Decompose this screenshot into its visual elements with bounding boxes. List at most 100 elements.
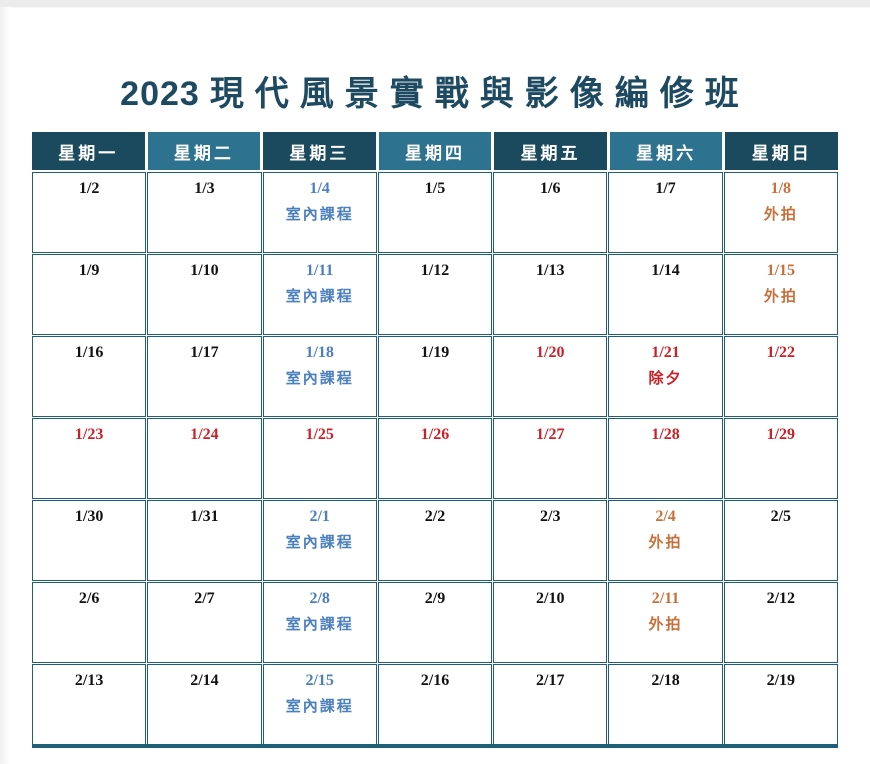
- date-label: 1/19: [420, 344, 450, 361]
- date-label: 1/26: [420, 426, 450, 443]
- title-name: 現代風景實戰與影像編修班: [209, 75, 750, 113]
- date-label: 2/5: [770, 508, 792, 525]
- calendar-cell: 1/4 室內課程: [262, 172, 377, 253]
- event-label: 室內課程: [285, 698, 354, 715]
- calendar-cell: 1/6: [493, 172, 608, 253]
- date-label: 2/18: [651, 672, 680, 689]
- calendar-body: 1/2 1/3 1/4 室內課程 1/5 1/6 1/7 1/8 外拍 1/9 1/10 1/11 室內…: [32, 172, 838, 745]
- date-label: 1/14: [651, 262, 680, 279]
- calendar-cell: 2/8 室內課程: [262, 582, 377, 663]
- date-label: 1/15: [766, 262, 796, 279]
- date-label: 1/22: [766, 344, 796, 361]
- date-label: 2/16: [420, 672, 450, 689]
- date-label: 1/27: [536, 426, 565, 443]
- calendar-cell: 2/1 室內課程: [262, 500, 377, 581]
- calendar-header-row: 星期一 星期二 星期三 星期四 星期五 星期六 星期日: [32, 132, 838, 170]
- date-label: 1/7: [655, 180, 676, 197]
- event-label: 外拍: [763, 288, 798, 305]
- calendar-cell: 1/10: [147, 254, 262, 335]
- weekday-header: 星期四: [378, 132, 492, 170]
- calendar-cell: 1/23: [32, 418, 147, 499]
- date-label: 2/4: [655, 508, 676, 525]
- date-label: 2/14: [190, 672, 219, 689]
- calendar-cell: 2/7: [147, 582, 262, 663]
- event-label: 室內課程: [285, 616, 354, 633]
- date-label: 1/18: [305, 344, 334, 361]
- date-label: 1/28: [651, 426, 680, 443]
- event-label: 外拍: [648, 616, 683, 633]
- date-label: 1/8: [770, 180, 792, 197]
- weekday-header: 星期日: [725, 132, 838, 170]
- title-year: 2023: [120, 75, 200, 113]
- date-label: 1/25: [305, 426, 334, 443]
- date-label: 2/2: [424, 508, 446, 525]
- calendar-cell: 1/16: [32, 336, 147, 417]
- event-label: 外拍: [763, 206, 798, 223]
- calendar-cell: 1/20: [493, 336, 608, 417]
- calendar-cell: 1/25: [262, 418, 377, 499]
- calendar-cell: 1/22: [723, 336, 838, 417]
- date-label: 1/5: [424, 180, 446, 197]
- date-label: 1/31: [190, 508, 219, 525]
- weekday-header: 星期五: [494, 132, 607, 170]
- date-label: 1/11: [305, 262, 334, 279]
- calendar-cell: 2/4 外拍: [608, 500, 723, 581]
- date-label: 1/9: [78, 262, 100, 279]
- date-label: 2/10: [536, 590, 565, 607]
- date-label: 1/30: [74, 508, 104, 525]
- date-label: 1/4: [309, 180, 330, 197]
- calendar-cell: 1/8 外拍: [723, 172, 838, 253]
- calendar-cell: 1/7: [608, 172, 723, 253]
- calendar-cell: 2/19: [723, 664, 838, 745]
- calendar-cell: 1/11 室內課程: [262, 254, 377, 335]
- weekday-header: 星期二: [147, 132, 261, 170]
- calendar-cell: 1/28: [608, 418, 723, 499]
- date-label: 1/20: [536, 344, 565, 361]
- date-label: 2/6: [78, 590, 100, 607]
- calendar-cell: 1/5: [377, 172, 493, 253]
- calendar-cell: 2/5: [723, 500, 838, 581]
- calendar-cell: 1/12: [377, 254, 493, 335]
- calendar-cell: 1/19: [377, 336, 493, 417]
- calendar-cell: 2/2: [377, 500, 493, 581]
- calendar-cell: 1/14: [608, 254, 723, 335]
- calendar-cell: 1/31: [147, 500, 262, 581]
- date-label: 1/3: [194, 180, 215, 197]
- calendar-cell: 2/15 室內課程: [262, 664, 377, 745]
- calendar-cell: 2/10: [493, 582, 608, 663]
- date-label: 2/3: [540, 508, 561, 525]
- date-label: 1/29: [766, 426, 796, 443]
- calendar-cell: 2/12: [723, 582, 838, 663]
- calendar-cell: 1/24: [147, 418, 262, 499]
- calendar-cell: 1/15 外拍: [723, 254, 838, 335]
- calendar-cell: 2/3: [493, 500, 608, 581]
- event-label: 室內課程: [285, 370, 354, 387]
- date-label: 2/11: [651, 590, 680, 607]
- calendar-cell: 1/29: [723, 418, 838, 499]
- date-label: 2/19: [766, 672, 796, 689]
- page-left-edge: [0, 7, 10, 764]
- date-label: 2/1: [309, 508, 330, 525]
- date-label: 2/12: [766, 590, 796, 607]
- calendar-cell: 2/11 外拍: [608, 582, 723, 663]
- page-title: 2023 現代風景實戰與影像編修班: [0, 66, 870, 115]
- calendar-cell: 2/9: [377, 582, 493, 663]
- weekday-header: 星期六: [609, 132, 723, 170]
- date-label: 1/23: [74, 426, 104, 443]
- weekday-header: 星期三: [263, 132, 376, 170]
- calendar-cell: 1/30: [32, 500, 147, 581]
- date-label: 1/6: [540, 180, 561, 197]
- date-label: 2/7: [194, 590, 215, 607]
- date-label: 1/16: [74, 344, 104, 361]
- date-label: 1/12: [420, 262, 450, 279]
- event-label: 室內課程: [285, 288, 354, 305]
- calendar-cell: 2/14: [147, 664, 262, 745]
- date-label: 2/17: [536, 672, 565, 689]
- date-label: 1/2: [78, 180, 100, 197]
- calendar-cell: 1/13: [493, 254, 608, 335]
- date-label: 2/9: [424, 590, 446, 607]
- calendar-bottom-border: [32, 744, 838, 748]
- date-label: 1/17: [190, 344, 219, 361]
- event-label: 外拍: [648, 534, 683, 551]
- page-top-edge: [0, 0, 870, 8]
